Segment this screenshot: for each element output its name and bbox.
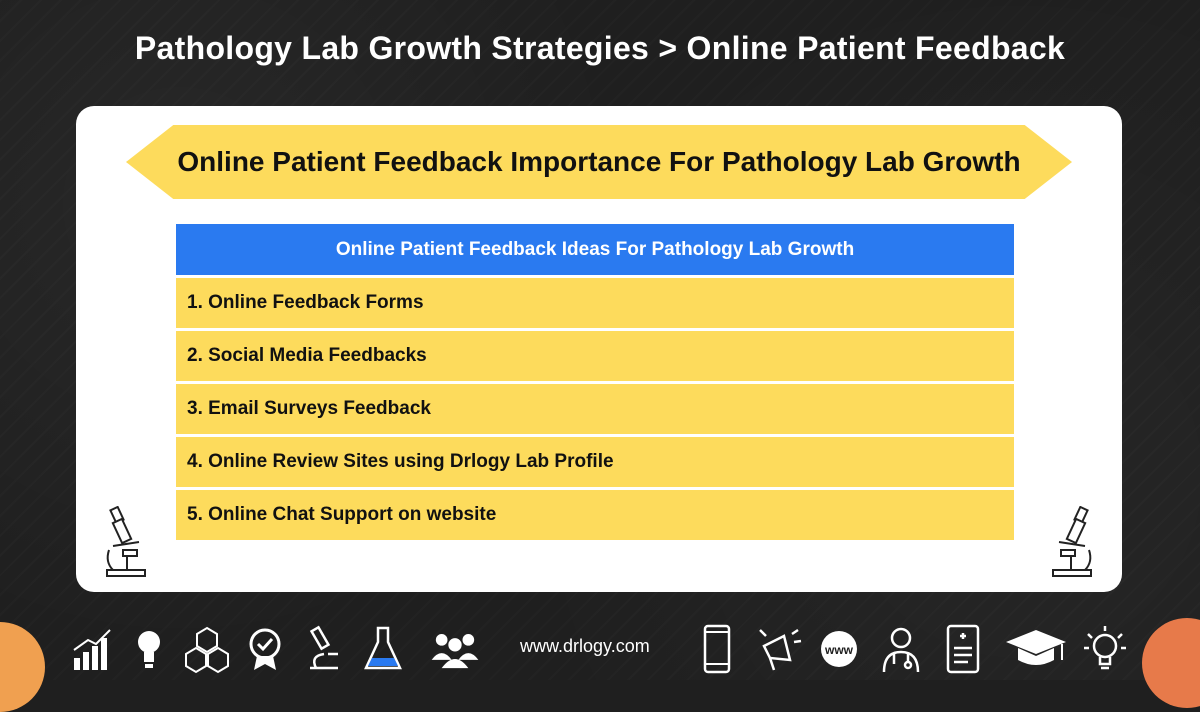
phone-icon xyxy=(703,624,731,674)
graduation-cap-icon xyxy=(1006,630,1066,665)
table-row: 5. Online Chat Support on website xyxy=(176,490,1014,540)
idea-bulb-icon xyxy=(1084,626,1126,670)
title-banner: Online Patient Feedback Importance For P… xyxy=(126,125,1072,199)
www-icon: www xyxy=(821,631,857,667)
microscope-icon xyxy=(309,625,338,670)
feedback-table: Online Patient Feedback Ideas For Pathol… xyxy=(176,224,1014,540)
cubes-icon xyxy=(185,626,229,674)
table-row: 1. Online Feedback Forms xyxy=(176,278,1014,328)
chart-icon xyxy=(73,629,111,670)
flask-icon xyxy=(364,626,402,670)
megaphone-icon xyxy=(759,628,802,671)
content-card: Online Patient Feedback Importance For P… xyxy=(76,106,1122,592)
table-row: 2. Social Media Feedbacks xyxy=(176,331,1014,381)
website-link[interactable]: www.drlogy.com xyxy=(520,636,650,656)
page-title: Pathology Lab Growth Strategies > Online… xyxy=(134,30,1066,66)
table-row: 4. Online Review Sites using Drlogy Lab … xyxy=(176,437,1014,487)
microscope-icon xyxy=(106,506,146,577)
report-icon xyxy=(946,624,980,674)
group-icon xyxy=(431,634,479,669)
badge-icon xyxy=(249,628,281,670)
microscope-icon xyxy=(1052,506,1092,577)
banner-title: Online Patient Feedback Importance For P… xyxy=(177,146,1021,177)
bulb-icon xyxy=(138,631,160,668)
svg-text:www: www xyxy=(824,643,854,657)
table-header: Online Patient Feedback Ideas For Pathol… xyxy=(176,224,1014,275)
table-row: 3. Email Surveys Feedback xyxy=(176,384,1014,434)
footer-bar: www.drlogy.com www xyxy=(0,618,1200,680)
doctor-icon xyxy=(882,627,920,673)
